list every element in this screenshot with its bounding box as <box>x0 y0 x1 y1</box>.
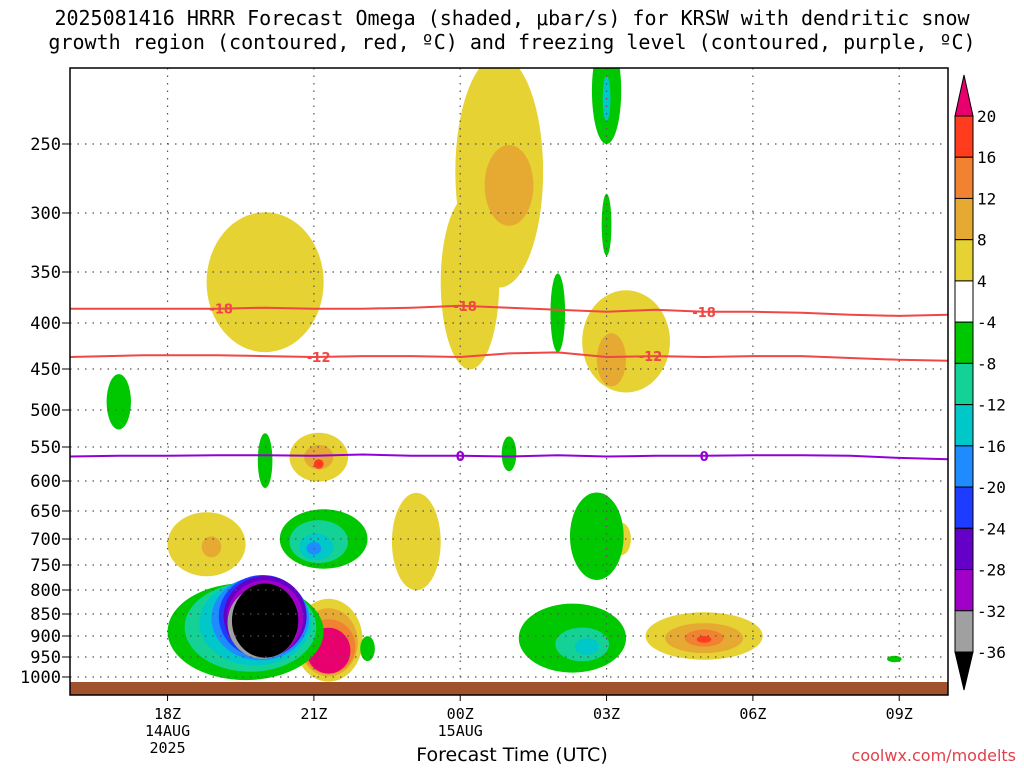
y-tick-label: 300 <box>30 204 61 224</box>
y-tick-label: 800 <box>30 581 61 601</box>
omega-blob <box>601 193 612 256</box>
omega-blob <box>569 492 624 580</box>
colorbar-box <box>954 569 974 612</box>
contour-line <box>70 453 948 461</box>
colorbar-label: -4 <box>977 313 996 332</box>
omega-blob <box>696 636 712 643</box>
colorbar-bottom-arrow <box>954 651 974 691</box>
contour-line <box>70 351 948 362</box>
colorbar-box <box>954 404 974 447</box>
colorbar-box <box>954 610 974 653</box>
omega-blob <box>257 433 273 488</box>
x-tick-label: 00Z <box>447 705 474 723</box>
contour-line <box>70 304 948 317</box>
colorbar-label: -28 <box>977 561 1006 580</box>
y-tick-label: 500 <box>30 401 61 421</box>
credit-link[interactable]: coolwx.com/modelts <box>851 746 1016 765</box>
omega-blob <box>360 636 375 662</box>
omega-blob <box>206 212 324 353</box>
colorbar-top-arrow <box>954 74 974 117</box>
y-tick-label: 1000 <box>20 668 61 688</box>
x-tick-sublabel: 2025 <box>149 739 185 757</box>
colorbar-label: -12 <box>977 396 1006 415</box>
colorbar-box <box>954 239 974 282</box>
plot-frame <box>69 67 949 696</box>
colorbar-box <box>954 362 974 406</box>
colorbar-box <box>954 321 974 364</box>
colorbar-label: -16 <box>977 437 1006 456</box>
y-tick-label: 950 <box>30 648 61 668</box>
colorbar-label: 16 <box>977 148 996 167</box>
y-tick-label: 850 <box>30 605 61 625</box>
ground-strip <box>70 682 948 695</box>
x-axis-label: Forecast Time (UTC) <box>416 744 608 766</box>
omega-blob <box>501 436 517 472</box>
x-tick-label: 03Z <box>593 705 620 723</box>
y-tick-label: 350 <box>30 263 61 283</box>
colorbar-label: -36 <box>977 643 1006 662</box>
colorbar-label: 8 <box>977 231 987 250</box>
y-tick-label: 450 <box>30 360 61 380</box>
colorbar-label: -32 <box>977 602 1006 621</box>
omega-blob <box>582 290 670 393</box>
contour-label: 0 <box>700 450 709 465</box>
colorbar-label: 4 <box>977 272 987 291</box>
contour-label: -18 <box>692 306 716 321</box>
omega-blob <box>574 638 600 655</box>
omega-blob <box>440 195 500 370</box>
x-tick-label: 09Z <box>886 705 913 723</box>
colorbar-label: -8 <box>977 354 996 373</box>
y-tick-label: 900 <box>30 627 61 647</box>
colorbar-label: 20 <box>977 107 996 126</box>
colorbar-label: 12 <box>977 189 996 208</box>
colorbar-label: -20 <box>977 478 1006 497</box>
x-tick-sublabel: 14AUG <box>145 722 190 740</box>
contour-label: -18 <box>453 300 477 315</box>
y-tick-label: 650 <box>30 502 61 522</box>
chart-title: 2025081416 HRRR Forecast Omega (shaded, … <box>48 6 976 54</box>
contour-label: -12 <box>639 350 663 365</box>
y-tick-label: 750 <box>30 556 61 576</box>
colorbar-box <box>954 527 974 571</box>
colorbar-box <box>954 115 974 158</box>
x-tick-label: 06Z <box>739 705 766 723</box>
y-tick-label: 550 <box>30 438 61 458</box>
contour-label: -12 <box>307 351 331 366</box>
colorbar-box <box>954 156 974 199</box>
colorbar-box <box>954 486 974 529</box>
omega-blob <box>484 145 534 226</box>
omega-blob <box>313 459 324 469</box>
omega-blob <box>596 333 627 387</box>
colorbar-box <box>954 445 974 488</box>
omega-blob <box>550 273 566 353</box>
colorbar-label: -24 <box>977 519 1006 538</box>
x-tick-sublabel: 15AUG <box>438 722 483 740</box>
omega-blob <box>201 536 222 558</box>
omega-blob <box>887 655 902 663</box>
y-tick-label: 700 <box>30 530 61 550</box>
y-tick-label: 600 <box>30 472 61 492</box>
colorbar-box <box>954 197 974 241</box>
contour-label: 0 <box>456 450 465 465</box>
x-tick-label: 21Z <box>300 705 327 723</box>
plot-area: -18 -18 -18 -12 -12 0 0 <box>70 68 948 695</box>
omega-blob <box>391 492 441 591</box>
y-tick-label: 250 <box>30 135 61 155</box>
contour-label: -18 <box>209 303 233 318</box>
omega-blob <box>304 444 334 470</box>
x-tick-label: 18Z <box>154 705 181 723</box>
omega-blob <box>231 583 299 658</box>
colorbar-box <box>954 280 974 323</box>
omega-blob <box>106 374 131 430</box>
y-tick-label: 400 <box>30 314 61 334</box>
